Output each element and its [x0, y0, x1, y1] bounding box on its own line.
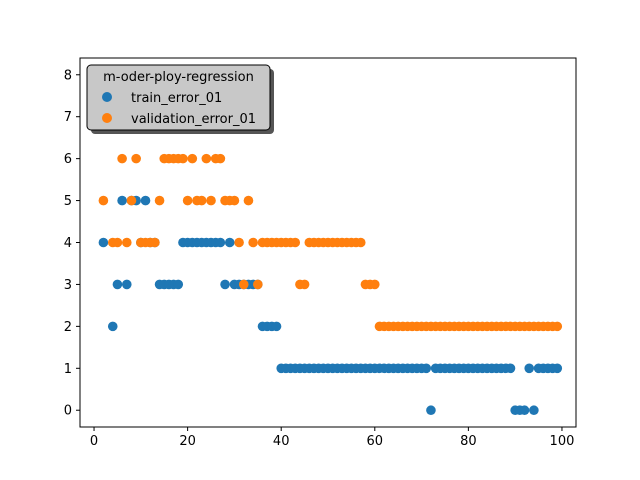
data-point-validation_error_01	[126, 195, 137, 206]
data-point-train_error_01	[524, 363, 535, 374]
data-point-validation_error_01	[355, 237, 366, 248]
legend: m-oder-ploy-regression train_error_01 va…	[86, 64, 274, 134]
data-point-validation_error_01	[150, 237, 160, 248]
data-point-train_error_01	[519, 405, 530, 416]
series-validation_error_01	[98, 153, 563, 332]
data-point-train_error_01	[421, 363, 432, 374]
x-tick-label: 20	[179, 434, 196, 449]
y-tick-label: 3	[64, 278, 72, 293]
y-tick-label: 2	[64, 320, 72, 335]
data-point-validation_error_01	[206, 195, 216, 206]
data-point-train_error_01	[117, 195, 127, 206]
data-point-train_error_01	[112, 279, 123, 290]
data-point-train_error_01	[140, 195, 151, 206]
data-point-validation_error_01	[248, 237, 258, 248]
data-point-validation_error_01	[182, 195, 193, 206]
data-point-validation_error_01	[131, 153, 141, 164]
data-point-validation_error_01	[234, 237, 244, 248]
data-point-validation_error_01	[253, 279, 263, 290]
data-point-validation_error_01	[243, 195, 254, 206]
data-point-validation_error_01	[552, 321, 563, 332]
data-point-validation_error_01	[178, 153, 188, 164]
data-points	[98, 153, 563, 416]
data-point-train_error_01	[173, 279, 184, 290]
y-tick-label: 4	[64, 236, 72, 251]
data-point-validation_error_01	[290, 237, 301, 248]
data-point-validation_error_01	[98, 195, 109, 206]
data-point-train_error_01	[121, 279, 132, 290]
y-axis: 0 1 2 3 4 5 6 7 8	[64, 68, 80, 419]
legend-label-validation: validation_error_01	[131, 112, 256, 127]
legend-title: m-oder-ploy-regression	[103, 70, 254, 85]
data-point-train_error_01	[98, 237, 109, 248]
x-tick-label: 40	[273, 434, 290, 449]
data-point-train_error_01	[552, 363, 563, 374]
data-point-train_error_01	[107, 321, 118, 332]
data-point-validation_error_01	[196, 195, 207, 206]
series-train_error_01	[98, 195, 563, 416]
legend-marker-train	[102, 92, 112, 102]
data-point-validation_error_01	[238, 279, 249, 290]
data-point-validation_error_01	[229, 195, 240, 206]
data-point-train_error_01	[215, 237, 226, 248]
plot-area: 0 20 40 60 80 100 0 1 2 3 4 5 6 7 8	[64, 57, 577, 449]
data-point-train_error_01	[271, 321, 282, 332]
data-point-validation_error_01	[187, 153, 198, 164]
x-tick-label: 60	[367, 434, 384, 449]
y-tick-label: 7	[64, 110, 72, 125]
y-tick-label: 0	[64, 404, 72, 419]
data-point-validation_error_01	[121, 237, 132, 248]
legend-marker-validation	[102, 113, 112, 123]
x-axis: 0 20 40 60 80 100	[90, 427, 574, 449]
legend-box	[86, 64, 271, 131]
x-tick-label: 100	[550, 434, 575, 449]
data-point-train_error_01	[426, 405, 436, 416]
x-tick-label: 0	[90, 434, 98, 449]
y-tick-label: 6	[64, 152, 72, 167]
y-tick-label: 5	[64, 194, 72, 209]
data-point-validation_error_01	[201, 153, 212, 164]
data-point-train_error_01	[224, 237, 235, 248]
data-point-train_error_01	[505, 363, 516, 374]
data-point-validation_error_01	[117, 153, 127, 164]
x-tick-label: 80	[460, 434, 477, 449]
data-point-validation_error_01	[112, 237, 123, 248]
data-point-validation_error_01	[215, 153, 226, 164]
y-tick-label: 1	[64, 362, 72, 377]
y-tick-label: 8	[64, 68, 72, 83]
legend-label-train: train_error_01	[131, 91, 222, 106]
data-point-validation_error_01	[299, 279, 310, 290]
data-point-validation_error_01	[154, 195, 165, 206]
data-point-validation_error_01	[369, 279, 380, 290]
data-point-train_error_01	[529, 405, 539, 416]
data-point-train_error_01	[220, 279, 230, 290]
